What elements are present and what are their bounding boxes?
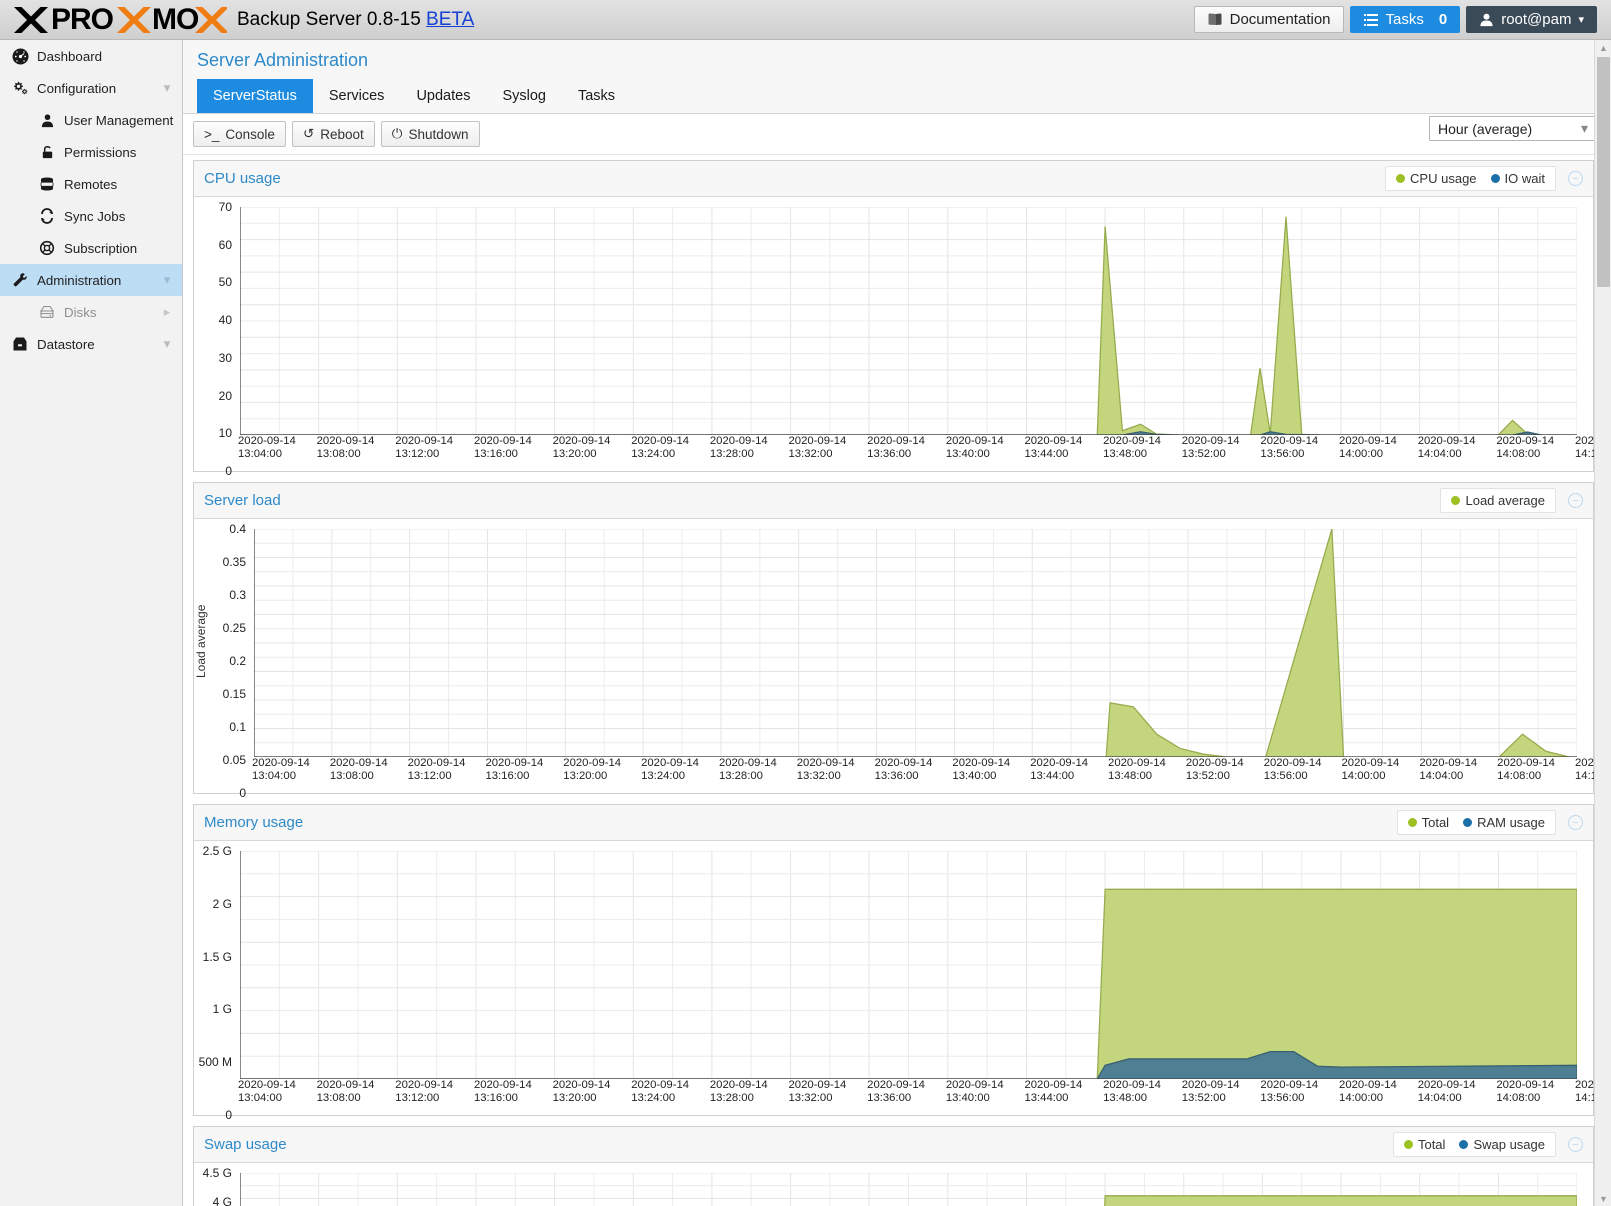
svg-text:MO: MO [152, 5, 199, 35]
svg-text:PRO: PRO [51, 5, 114, 35]
